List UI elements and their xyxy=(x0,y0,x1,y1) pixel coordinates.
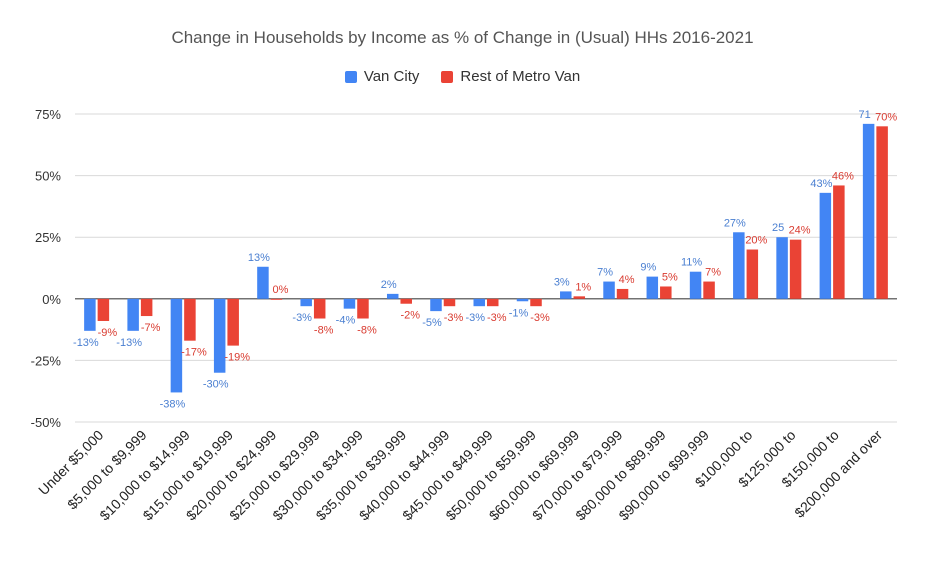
data-label: 24% xyxy=(789,225,811,237)
bar-rest-of-metro-van xyxy=(703,281,715,299)
data-label: -1% xyxy=(509,307,529,319)
bar-rest-of-metro-van xyxy=(227,298,239,346)
data-label: -30% xyxy=(203,379,229,391)
bar-rest-of-metro-van xyxy=(746,249,759,299)
legend: Van City Rest of Metro Van xyxy=(0,68,925,85)
data-label: 4% xyxy=(619,274,635,286)
bar-van-city xyxy=(862,123,875,299)
bar-rest-of-metro-van xyxy=(97,298,110,321)
bar-rest-of-metro-van xyxy=(833,185,845,299)
data-label: -13% xyxy=(73,337,99,349)
data-label: -38% xyxy=(160,398,186,410)
data-label: 7% xyxy=(597,267,613,279)
bar-van-city xyxy=(603,281,615,299)
bar-van-city xyxy=(560,291,572,299)
data-label: -5% xyxy=(422,317,442,329)
data-label: -9% xyxy=(98,327,118,339)
bar-van-city xyxy=(646,276,659,299)
bar-van-city xyxy=(170,298,183,393)
bar-van-city xyxy=(733,232,745,299)
data-label: 13% xyxy=(248,252,270,264)
data-label: 0% xyxy=(272,284,288,296)
legend-swatch-van-city xyxy=(344,70,357,83)
data-label: 7% xyxy=(705,267,721,279)
y-tick-label: 50% xyxy=(35,169,61,184)
data-label: -4% xyxy=(336,315,356,327)
bar-van-city xyxy=(300,298,312,307)
bar-rest-of-metro-van xyxy=(400,298,412,304)
bar-van-city xyxy=(257,266,269,299)
data-label: 2% xyxy=(381,279,397,291)
data-label: -3% xyxy=(465,312,485,324)
data-label: 11% xyxy=(681,257,702,269)
x-tick-label: $5,000 to $9,999 xyxy=(64,427,150,513)
data-label: 20% xyxy=(745,235,767,247)
bar-van-city xyxy=(689,271,702,299)
data-label: 5% xyxy=(662,271,678,283)
bar-rest-of-metro-van xyxy=(876,126,888,299)
data-label: -3% xyxy=(444,312,464,324)
bar-van-city xyxy=(516,298,529,302)
bar-van-city xyxy=(430,298,442,312)
bar-rest-of-metro-van xyxy=(270,298,283,300)
data-label: -3% xyxy=(530,312,550,324)
bar-rest-of-metro-van xyxy=(530,298,542,307)
bar-van-city xyxy=(127,298,139,331)
data-label: 27% xyxy=(724,217,746,229)
bar-rest-of-metro-van xyxy=(789,239,802,299)
data-label: -7% xyxy=(141,322,161,334)
data-label: 1% xyxy=(575,281,591,293)
data-label: 43% xyxy=(810,178,832,190)
y-tick-label: -50% xyxy=(31,415,62,430)
bar-rest-of-metro-van xyxy=(184,298,196,341)
data-label: -3% xyxy=(292,312,312,324)
bar-rest-of-metro-van xyxy=(573,296,586,299)
data-label: -8% xyxy=(357,325,377,337)
bar-van-city xyxy=(776,237,788,299)
legend-label-van-city: Van City xyxy=(363,68,420,85)
data-label: -2% xyxy=(400,310,420,322)
y-tick-label: 0% xyxy=(42,292,61,307)
bar-van-city xyxy=(473,298,485,307)
data-label: -19% xyxy=(224,352,250,364)
legend-item-rest-of-metro-van[interactable]: Rest of Metro Van xyxy=(441,68,580,85)
bar-van-city xyxy=(386,293,399,299)
data-label: 9% xyxy=(640,262,656,274)
bar-rest-of-metro-van xyxy=(140,298,153,317)
chart-title: Change in Households by Income as % of C… xyxy=(171,28,754,47)
y-tick-label: -25% xyxy=(31,353,62,368)
bar-van-city xyxy=(213,298,226,373)
bar-rest-of-metro-van xyxy=(313,298,326,319)
y-tick-label: 25% xyxy=(35,230,61,245)
legend-label-rest-of-metro-van: Rest of Metro Van xyxy=(460,68,581,85)
data-label: -3% xyxy=(487,312,507,324)
data-label: 3% xyxy=(554,276,570,288)
data-label: -13% xyxy=(116,337,142,349)
legend-item-van-city[interactable]: Van City xyxy=(344,68,420,85)
data-label: 46% xyxy=(832,170,854,182)
bar-van-city xyxy=(819,192,832,299)
data-label: 71 xyxy=(858,109,870,121)
bar-rest-of-metro-van xyxy=(616,288,629,299)
bar-rest-of-metro-van xyxy=(487,298,499,307)
bar-rest-of-metro-van xyxy=(660,286,672,299)
data-label: -8% xyxy=(314,325,334,337)
legend-swatch-rest-of-metro-van xyxy=(441,70,454,83)
bar-rest-of-metro-van xyxy=(443,298,456,307)
data-label: -17% xyxy=(181,347,207,359)
data-label: 70% xyxy=(875,111,897,123)
y-tick-label: 75% xyxy=(35,107,61,122)
bar-rest-of-metro-van xyxy=(357,298,369,319)
bar-van-city xyxy=(343,298,356,309)
data-label: 25 xyxy=(772,222,784,234)
bar-van-city xyxy=(84,298,96,331)
